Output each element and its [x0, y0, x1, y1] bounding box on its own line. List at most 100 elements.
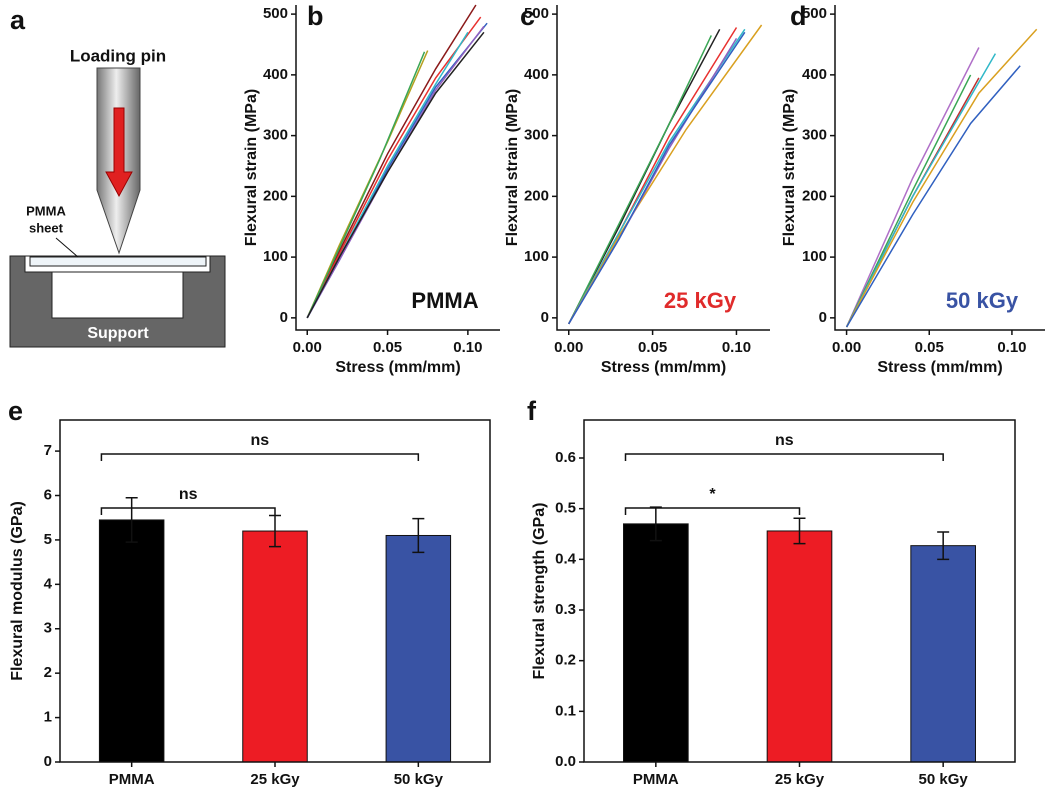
- y-axis-label: Flexural modulus (GPa): [9, 501, 26, 681]
- frame: [59, 419, 491, 763]
- x-tick-label: 0.00: [832, 339, 861, 356]
- curve: [568, 31, 746, 325]
- curve: [845, 65, 1021, 328]
- arrow: [105, 107, 133, 198]
- curve: [306, 51, 426, 319]
- bar: [385, 534, 452, 763]
- curve: [845, 47, 980, 328]
- y-tick-label: 0.1: [555, 702, 576, 719]
- panel-label: f: [527, 396, 537, 426]
- panel-label: b: [307, 1, 324, 31]
- curve: [568, 24, 763, 325]
- y-tick-label: 4: [44, 575, 53, 592]
- y-tick-label: 400: [263, 66, 288, 83]
- y-tick-label: 0.2: [555, 652, 576, 669]
- y-tick-label: 5: [44, 531, 52, 548]
- curve: [306, 22, 488, 319]
- y-tick-label: 0.4: [555, 550, 577, 567]
- sheet-label: PMMA: [26, 203, 66, 218]
- significance-bracket: [100, 507, 276, 515]
- x-tick-label: 0.10: [997, 339, 1026, 356]
- y-tick-label: 400: [802, 66, 827, 83]
- error-bar: [412, 517, 425, 554]
- y-tick-label: 400: [524, 66, 549, 83]
- annotation: 25 kGy: [664, 288, 737, 313]
- support-label: Support: [87, 325, 149, 342]
- chart: e Flexural modulus (GPa) 0 1 2 3 4 5 6 7 PMMA 25 kG…: [8, 396, 491, 788]
- y-tick-label: 200: [802, 187, 827, 204]
- y-tick-label: 7: [44, 442, 52, 459]
- curve: [845, 74, 972, 328]
- y-axis-label: Flexural strength (GPa): [531, 503, 548, 680]
- x-tick-label: 0.00: [293, 339, 322, 356]
- y-tick-label: 300: [802, 127, 827, 144]
- axes: [556, 5, 770, 331]
- error-bar: [125, 496, 138, 543]
- panel-label: e: [8, 396, 23, 426]
- x-axis-label: Stress (mm/mm): [877, 359, 1002, 376]
- x-axis-label: Stress (mm/mm): [601, 359, 726, 376]
- y-axis-label: Flexural strain (MPa): [243, 89, 260, 246]
- x-tick-label: PMMA: [633, 771, 679, 788]
- error-bar: [269, 514, 281, 548]
- significance-bracket: [624, 507, 801, 515]
- y-tick-label: 200: [263, 187, 288, 204]
- curve: [306, 31, 485, 319]
- chart: b Flexural strain (MPa) 0 100 200 300 400 500 0.…: [243, 1, 500, 376]
- y-tick-label: 200: [524, 187, 549, 204]
- y-tick-label: 0.0: [555, 753, 576, 770]
- pointer: [55, 237, 79, 258]
- bar: [98, 519, 165, 763]
- chart: f Flexural strength (GPa) 0.0 0.1 0.2 0.3 0.4 0…: [527, 396, 1016, 788]
- significance-bracket: [624, 453, 944, 461]
- error-bar: [649, 506, 662, 542]
- y-tick-label: 0.3: [555, 601, 576, 618]
- y-tick-label: 0: [44, 753, 52, 770]
- x-tick-label: 0.10: [722, 339, 751, 356]
- y-tick-label: 500: [524, 5, 549, 22]
- significance-label: ns: [251, 432, 270, 449]
- y-axis-label: Flexural strain (MPa): [504, 89, 521, 246]
- pmma-sheet: [29, 256, 207, 267]
- chart: d Flexural strain (MPa) 0 100 200 300 400 500 0.…: [781, 1, 1045, 376]
- bar: [766, 530, 833, 763]
- panel-label: a: [10, 5, 26, 35]
- x-tick-label: 0.10: [453, 339, 482, 356]
- panel-label: c: [520, 1, 535, 31]
- sheet-label: sheet: [29, 220, 64, 235]
- significance-label: *: [709, 486, 716, 503]
- x-tick-label: 50 kGy: [919, 771, 969, 788]
- pin-label: Loading pin: [70, 46, 166, 65]
- curve: [306, 16, 482, 319]
- x-axis-label: Stress (mm/mm): [335, 359, 460, 376]
- y-tick-label: 0: [280, 309, 288, 326]
- x-tick-label: PMMA: [109, 771, 155, 788]
- cavity: [51, 271, 184, 319]
- x-tick-label: 50 kGy: [394, 771, 444, 788]
- y-tick-label: 2: [44, 664, 52, 681]
- y-tick-label: 0.5: [555, 500, 576, 517]
- frame: [583, 419, 1016, 763]
- significance-bracket: [100, 453, 420, 461]
- x-tick-label: 25 kGy: [775, 771, 825, 788]
- annotation: 50 kGy: [946, 288, 1019, 313]
- y-tick-label: 3: [44, 620, 52, 637]
- y-tick-label: 100: [263, 248, 288, 265]
- bar: [910, 545, 976, 763]
- curve: [306, 25, 485, 319]
- x-tick-label: 0.05: [373, 339, 402, 356]
- y-tick-label: 300: [524, 127, 549, 144]
- curve: [845, 28, 1038, 328]
- y-tick-label: 6: [44, 486, 52, 503]
- y-tick-label: 500: [263, 5, 288, 22]
- y-tick-label: 0.6: [555, 449, 576, 466]
- axes: [834, 5, 1045, 331]
- error-bar: [937, 531, 950, 561]
- curve: [306, 4, 477, 319]
- significance-label: ns: [179, 486, 198, 503]
- y-tick-label: 100: [802, 248, 827, 265]
- x-tick-label: 0.05: [638, 339, 667, 356]
- chart: c Flexural strain (MPa) 0 100 200 300 400 500 0.…: [504, 1, 770, 376]
- axes: [295, 5, 500, 331]
- panel-label: d: [790, 1, 807, 31]
